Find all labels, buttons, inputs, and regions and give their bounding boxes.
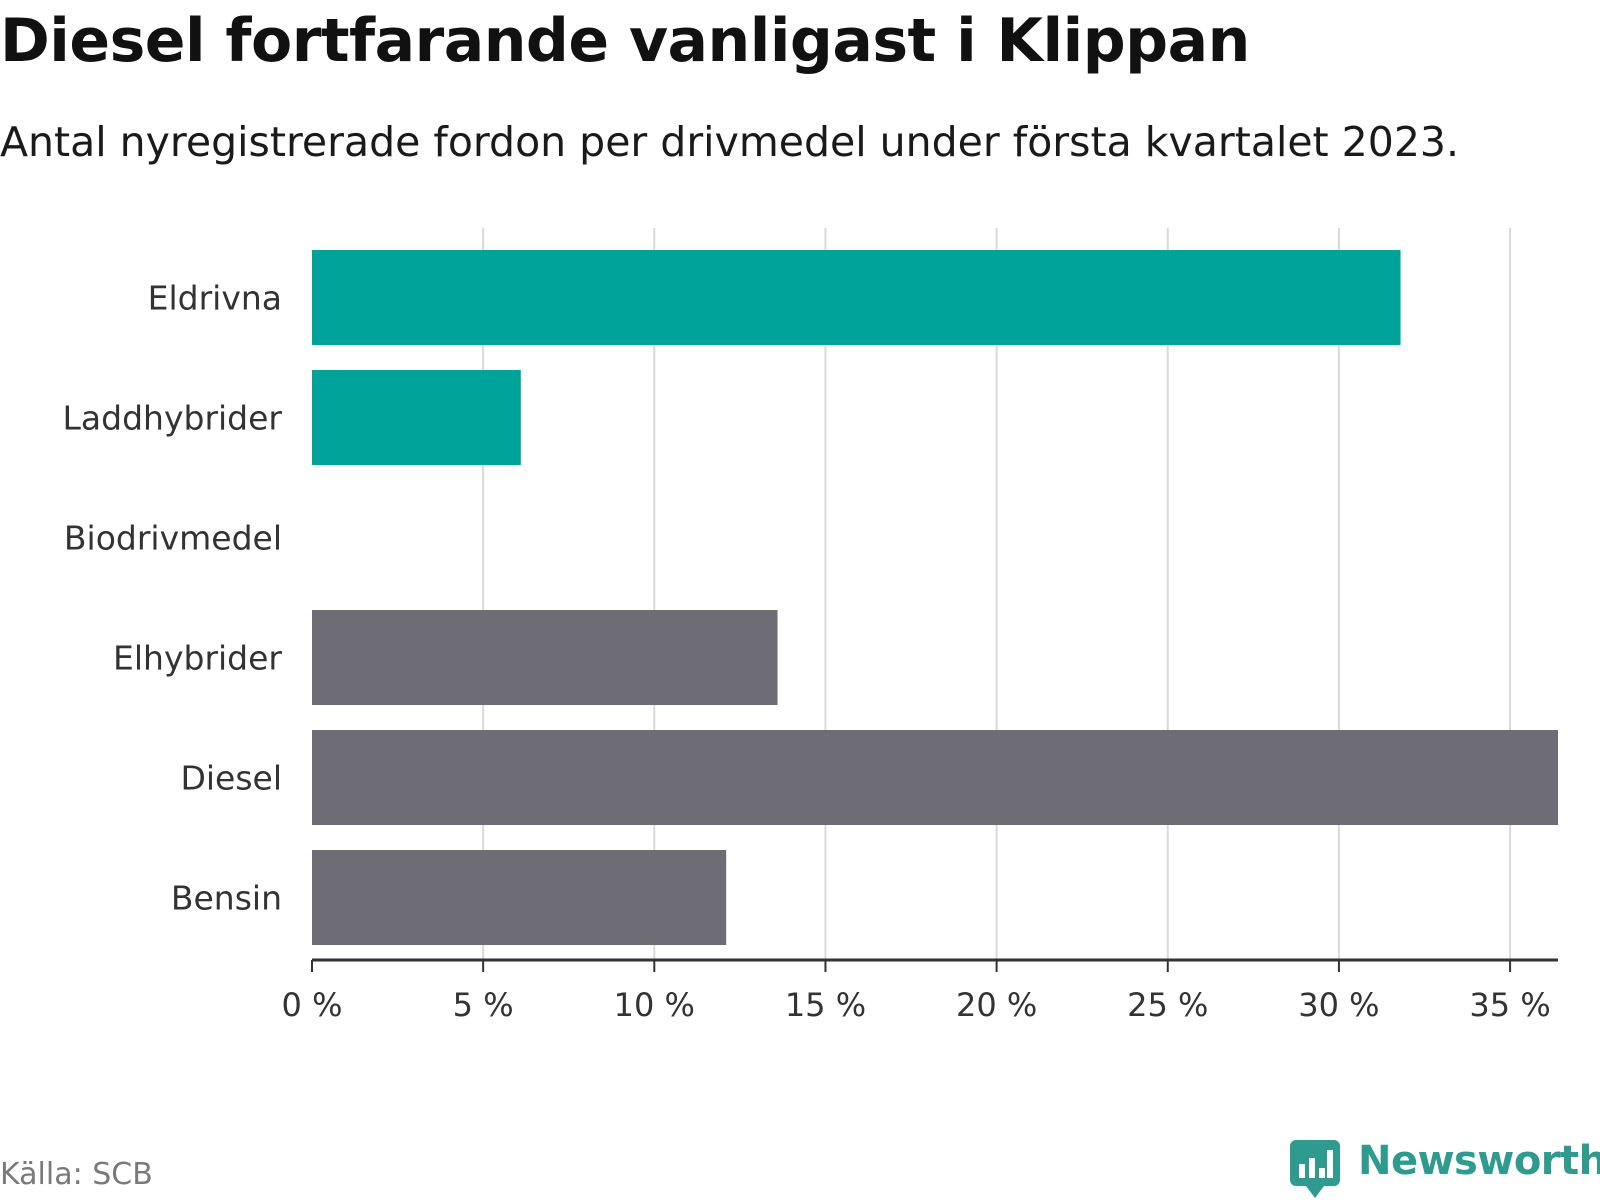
grid-lines <box>482 228 1512 960</box>
bar-elhybrider <box>312 610 778 705</box>
category-label: Bensin <box>171 879 282 918</box>
x-tick-label: 25 % <box>1127 986 1208 1024</box>
x-tick-label: 20 % <box>956 986 1037 1024</box>
x-tick-label: 0 % <box>282 986 343 1024</box>
bar-bensin <box>312 850 727 945</box>
bar-laddhybrider <box>312 370 521 465</box>
bar-eldrivna <box>312 250 1401 345</box>
chart-subtitle: Antal nyregistrerade fordon per drivmede… <box>0 118 1460 166</box>
chart-title: Diesel fortfarande vanligast i Klippan <box>0 6 1250 76</box>
bar-diesel <box>312 730 1558 825</box>
bars <box>312 250 1558 945</box>
category-label: Eldrivna <box>148 279 282 318</box>
category-label: Elhybrider <box>113 639 282 678</box>
x-tick-label: 15 % <box>785 986 866 1024</box>
brand-name: Newsworthy <box>1358 1138 1600 1184</box>
category-labels: Eldrivna Laddhybrider Biodrivmedel Elhybrid… <box>63 279 283 918</box>
x-tick-label: 30 % <box>1298 986 1379 1024</box>
category-label: Laddhybrider <box>63 399 283 438</box>
bar-chart-speech-bubble-icon <box>1290 1140 1340 1198</box>
category-label: Biodrivmedel <box>64 519 282 558</box>
x-axis: 0 % 5 % 10 % 15 % 20 % 25 % 30 % 35 % <box>282 958 1558 1024</box>
x-tick-label: 5 % <box>453 986 514 1024</box>
category-label: Diesel <box>180 759 282 798</box>
x-tick-label: 35 % <box>1469 986 1550 1024</box>
x-tick-label: 10 % <box>614 986 695 1024</box>
source-note: Källa: SCB <box>0 1157 153 1192</box>
